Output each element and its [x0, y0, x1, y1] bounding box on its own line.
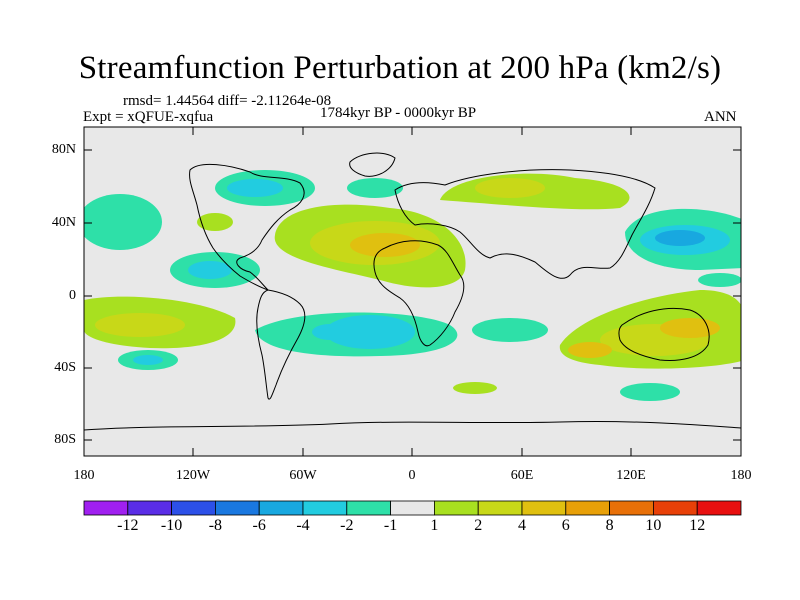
plot-title: Streamfunction Perturbation at 200 hPa (…	[78, 50, 722, 86]
contour-neg-south-indian	[472, 318, 548, 342]
colorbar-swatch	[565, 500, 610, 516]
colorbar-label: -2	[340, 517, 354, 534]
contour-neg-south-atlantic-core	[325, 315, 415, 349]
colorbar-label: 4	[518, 517, 526, 534]
colorbar-label: 10	[645, 517, 662, 534]
contour-pos-southern-ocean	[453, 382, 497, 394]
colorbar-label: -6	[252, 517, 266, 534]
map-background	[84, 127, 741, 456]
period-label: 1784kyr BP - 0000kyr BP	[320, 105, 477, 121]
colorbar-label: -4	[296, 517, 310, 534]
colorbar-swatch	[477, 500, 523, 516]
contour-neg-west-pacific-max	[655, 230, 705, 246]
lat-label-80s: 80S	[54, 432, 76, 447]
colorbar-swatch	[696, 500, 742, 516]
stats-line: rmsd= 1.44564 diff= -2.11264e-08	[123, 93, 332, 109]
north-america-coast	[189, 163, 305, 291]
contour-pos-north-america-small	[197, 213, 233, 231]
contour-pos-eurasia-core	[475, 178, 545, 198]
colorbar-swatch	[653, 500, 698, 516]
eurasia-coast	[394, 169, 656, 279]
colorbar-swatch	[83, 500, 129, 516]
lon-label-60w: 60W	[289, 468, 317, 483]
colorbar-swatch	[171, 500, 216, 516]
lat-ticks	[84, 149, 741, 441]
colorbar-label: 8	[605, 517, 614, 534]
contour-pos-australia-core	[660, 318, 720, 338]
contour-neg-north-america-core	[227, 179, 283, 197]
lon-label-180w: 180	[73, 468, 95, 483]
antarctica-coast	[84, 421, 741, 431]
lon-label-120e: 120E	[616, 468, 646, 483]
lon-label-120w: 120W	[175, 468, 211, 483]
colorbar-label: 1	[430, 517, 439, 534]
colorbar-swatch	[214, 500, 260, 516]
colorbar-swatch	[521, 500, 567, 516]
lat-label-0: 0	[69, 288, 76, 303]
contour-neg-tropical-pacific	[698, 273, 741, 287]
colorbar-label: 2	[474, 517, 483, 534]
contour-pos-australia-west	[568, 342, 612, 358]
lon-ticks	[192, 127, 632, 456]
africa-coast	[373, 240, 465, 347]
contour-pos-atlantic-africa-core	[350, 233, 420, 257]
contour-fields	[84, 170, 741, 401]
lon-label-60e: 60E	[510, 468, 534, 483]
colorbar-swatch	[258, 500, 304, 516]
colorbar-swatch	[433, 500, 479, 516]
colorbar-swatch	[346, 500, 391, 516]
contour-pos-south-pacific-core	[95, 313, 185, 337]
contour-neg-east-pacific-core	[188, 261, 232, 279]
australia-coast	[618, 307, 710, 361]
lat-label-80n: 80N	[51, 142, 76, 157]
contour-neg-southern-ocean	[620, 383, 680, 401]
contour-neg-north-pacific	[84, 194, 162, 250]
colorbar-label: -10	[160, 517, 183, 534]
lon-label-180e: 180	[730, 468, 752, 483]
colorbar	[83, 500, 742, 516]
contour-neg-north-atlantic	[347, 178, 403, 198]
colorbar-swatch	[302, 500, 348, 516]
south-america-coast	[256, 289, 306, 400]
colorbar-swatch	[609, 500, 654, 516]
lat-label-40n: 40N	[51, 215, 76, 230]
colorbar-label: 6	[561, 517, 570, 534]
contour-neg-south-pacific-small-core	[133, 355, 163, 365]
greenland-coast	[349, 152, 396, 177]
colorbar-label: 12	[689, 517, 706, 534]
colorbar-label: -8	[208, 517, 223, 534]
experiment-label: Expt = xQFUE-xqfua	[83, 109, 214, 125]
colorbar-label: -12	[117, 517, 139, 534]
lon-label-0: 0	[408, 468, 416, 483]
colorbar-label: -1	[383, 517, 398, 534]
colorbar-swatch	[390, 500, 435, 516]
season-label: ANN	[704, 109, 737, 125]
lat-label-40s: 40S	[54, 360, 76, 375]
colorbar-swatch	[127, 500, 173, 516]
contour-neg-south-atlantic-core2	[312, 324, 348, 340]
coastlines	[84, 152, 741, 431]
